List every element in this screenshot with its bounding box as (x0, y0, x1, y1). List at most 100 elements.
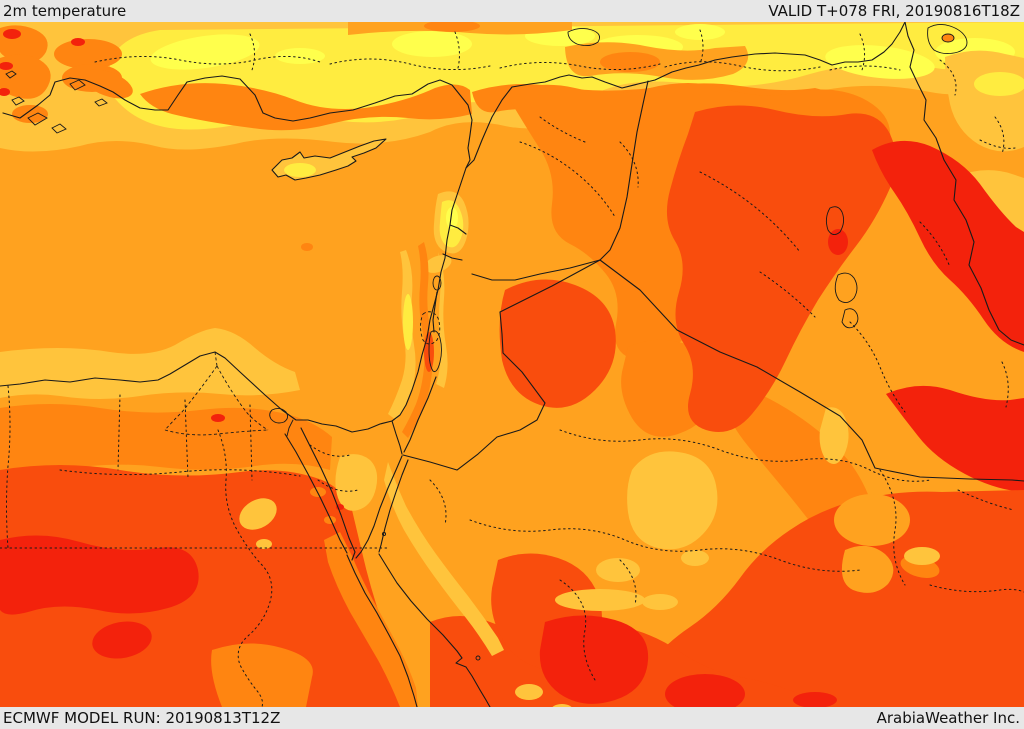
temperature-contour-region (256, 539, 272, 549)
coastlines (0, 75, 491, 707)
iraq-saudi-border (599, 259, 1024, 482)
temperature-contour-region (834, 494, 910, 546)
temperature-map (0, 22, 1024, 707)
temperature-contour-region (0, 88, 10, 96)
map-art (759, 271, 816, 318)
map-art (216, 365, 269, 431)
temperature-contour-region (499, 279, 616, 408)
temperature-contour-region (402, 242, 433, 438)
map-art (829, 65, 901, 71)
temperature-contour-region (284, 163, 316, 177)
lebanon-border (442, 224, 467, 261)
nile-river (217, 429, 273, 707)
map-art (164, 365, 218, 431)
temperature-contour-region (539, 615, 649, 704)
temperature-contour-region (324, 532, 418, 707)
temperature-contour-region (515, 684, 543, 700)
temperature-contour-region (54, 39, 122, 69)
jordan-iraq-border (499, 259, 601, 313)
temperature-contour-region (793, 692, 837, 707)
red-sea-east-shore (378, 553, 491, 707)
valid-time-label: VALID T+078 FRI, 20190816T18Z (768, 2, 1020, 20)
temperature-contour-region (436, 252, 448, 388)
temperature-contour-region (275, 48, 325, 64)
map-canvas (0, 22, 1024, 707)
map-art (499, 61, 661, 71)
gulf-of-aqaba-west-shore (355, 455, 403, 559)
map-art (919, 221, 951, 268)
map-art (59, 469, 301, 477)
temperature-contour-region (819, 407, 849, 464)
admin-boundaries (0, 29, 1024, 707)
israel-egypt-border (391, 420, 403, 455)
map-art (184, 399, 189, 479)
temperature-contour-region (666, 105, 896, 433)
temperature-contour-region (974, 72, 1024, 96)
map-art (469, 519, 861, 572)
map-art (699, 171, 801, 253)
tiran-island (381, 531, 387, 537)
lake-van-islet (941, 33, 955, 43)
cyprus-coastline (271, 138, 387, 181)
temperature-contour-region (301, 243, 313, 251)
lake-van (927, 23, 968, 55)
temperature-contour-region (392, 31, 472, 57)
fayoum-depression (269, 407, 289, 424)
syria-jordan-border (471, 259, 601, 281)
temperature-contour-region (0, 62, 13, 70)
dead-sea (428, 330, 442, 373)
header-bar: 2m temperature VALID T+078 FRI, 20190816… (0, 0, 1024, 22)
temperature-contour-region (211, 414, 225, 422)
map-art (699, 29, 704, 65)
footer-bar: ECMWF MODEL RUN: 20190813T12Z ArabiaWeat… (0, 707, 1024, 729)
temperature-contour-region (446, 207, 458, 229)
temperature-contour-region (681, 550, 709, 566)
temperature-contour-region (83, 69, 133, 99)
temperature-contour-region (0, 535, 199, 615)
map-art (939, 59, 957, 96)
temperature-contour-region (0, 404, 332, 474)
temperature-contour-region (642, 594, 678, 610)
model-run-label: ECMWF MODEL RUN: 20190813T12Z (3, 709, 281, 727)
jordan-saudi-border (402, 311, 546, 471)
temperature-contour-region (324, 516, 336, 524)
gulf-of-suez-east-shore (300, 427, 356, 561)
temperature-contour-region (627, 451, 718, 550)
lake-tharthar (825, 206, 845, 235)
ataturk-reservoir (567, 27, 600, 47)
lakes-and-islands (5, 23, 968, 661)
map-art (519, 141, 616, 218)
map-art (164, 429, 269, 436)
map-art (329, 58, 491, 71)
gulf-of-suez-west-shore (284, 433, 348, 554)
temperature-contour-region (424, 22, 480, 32)
gulf-of-aqaba-east-shore (378, 459, 409, 553)
iran-border (904, 22, 1024, 346)
temperature-field (0, 22, 1024, 707)
temperature-contour-region (872, 140, 1024, 352)
temperature-contour-region (384, 462, 504, 656)
map-art (559, 579, 596, 681)
temperature-contour-region (140, 83, 472, 131)
map-art (979, 139, 1016, 149)
mediterranean-coastline (0, 75, 473, 433)
temperature-contour-region (403, 294, 413, 350)
suez-canal (286, 419, 294, 437)
temperature-contour-region (92, 621, 152, 659)
temperature-contour-region (555, 589, 645, 611)
map-art (539, 116, 586, 143)
map-art (559, 429, 931, 482)
map-art (94, 55, 321, 65)
map-art (214, 351, 218, 367)
aegean-islands (5, 70, 108, 134)
temperature-contour-region (12, 105, 48, 123)
map-art (664, 61, 821, 72)
lake-razzaza (841, 308, 859, 329)
map-art (957, 489, 1015, 511)
temperature-contour-region (675, 24, 725, 40)
temperature-contour-region (841, 545, 894, 593)
company-label: ArabiaWeather Inc. (876, 709, 1020, 727)
sea-of-galilee (432, 275, 442, 291)
map-art (1001, 361, 1009, 408)
